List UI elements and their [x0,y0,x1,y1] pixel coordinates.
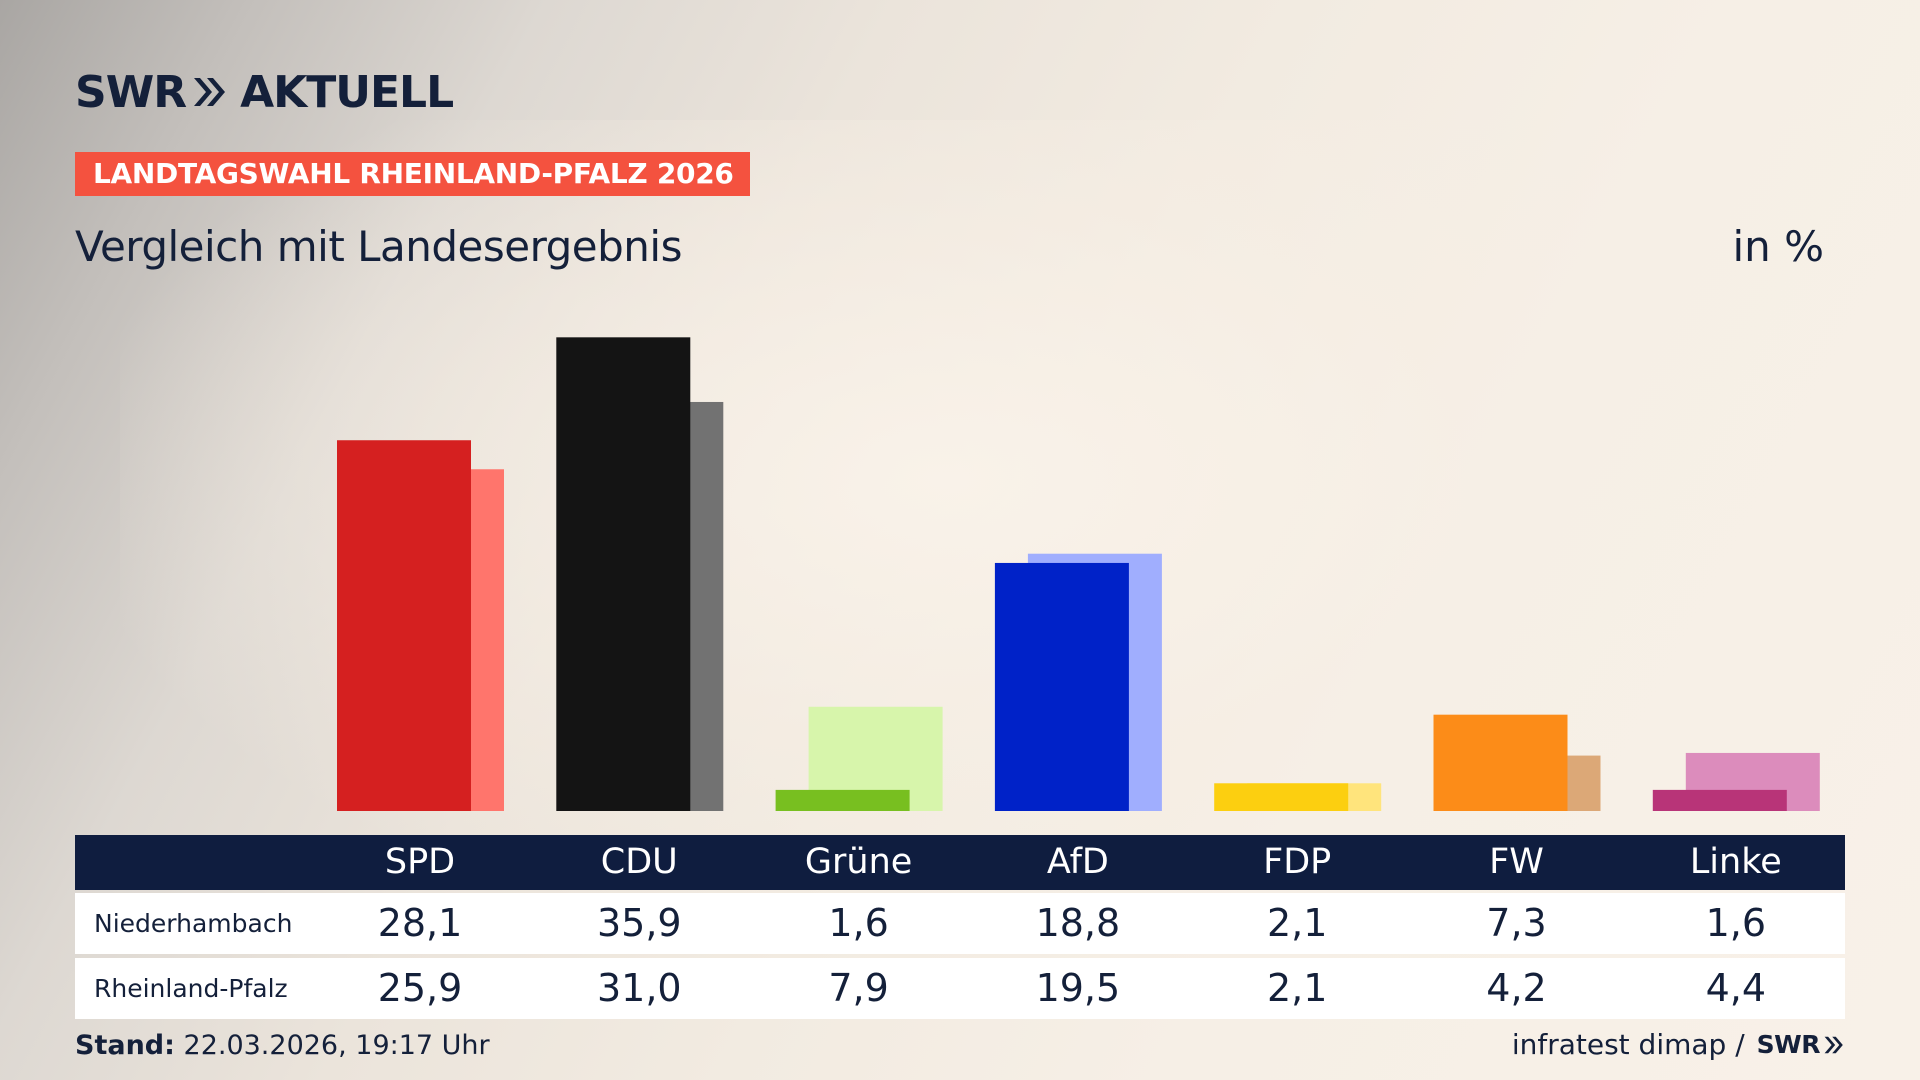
value-cell-rheinland-pfalz-afd: 19,5 [1035,966,1121,1010]
results-table: SPD CDU Grüne AfD FDP FW Linke Niederhambach 2… [75,835,1845,1019]
party-label-afd: AfD [1046,842,1109,882]
party-label-linke: Linke [1689,842,1782,882]
swr-aktuell-logo: SWR AKTUELL [75,64,454,120]
value-cell-rheinland-pfalz-cdu: 31,0 [596,966,682,1010]
value-cell-niederhambach-cdu: 35,9 [596,901,682,945]
value-cell-rheinland-pfalz-linke: 4,4 [1705,966,1767,1010]
party-label-fw: FW [1489,842,1544,882]
party-label-spd: SPD [384,842,456,882]
row-label-rheinland-pfalz: Rheinland-Pfalz [94,974,288,1003]
bar-niederhambach-spd [337,440,471,811]
row-label-niederhambach: Niederhambach [94,909,293,938]
swr-mini-logo-text: SWR [1756,1030,1821,1059]
party-label-cdu: CDU [600,842,678,882]
value-cell-rheinland-pfalz-fdp: 2,1 [1266,966,1328,1010]
bar-niederhambach-grüne [775,789,910,811]
value-cell-niederhambach-fw: 7,3 [1486,901,1547,945]
timestamp: Stand: 22.03.2026, 19:17 Uhr [75,1030,490,1061]
source-text: infratest dimap / [1511,1028,1745,1061]
table-row-niederhambach: Niederhambach 28,1 35,9 1,6 18,8 2,1 7,3 1,6 [75,893,1845,954]
value-cell-rheinland-pfalz-grüne: 7,9 [828,966,889,1010]
party-label-grüne: Grüne [804,842,913,882]
logo-text: SWR [75,66,187,118]
bar-niederhambach-linke [1652,789,1787,811]
election-badge: LANDTAGSWAHL RHEINLAND-PFALZ 2026 [75,152,750,196]
value-cell-niederhambach-fdp: 2,1 [1266,901,1328,945]
bar-niederhambach-fw [1433,714,1568,811]
swr-mini-logo: SWR [1757,1030,1845,1059]
value-cell-niederhambach-linke: 1,6 [1705,901,1767,945]
value-cell-niederhambach-grüne: 1,6 [828,901,889,945]
logo-suffix: AKTUELL [240,66,454,118]
value-cell-rheinland-pfalz-fw: 4,2 [1486,966,1547,1010]
value-cell-rheinland-pfalz-spd: 25,9 [377,966,463,1010]
bar-niederhambach-afd [994,562,1129,811]
source-credit: infratest dimap / SWR [1512,1028,1845,1061]
bar-niederhambach-fdp [1214,783,1349,811]
bar-niederhambach-cdu [556,337,691,811]
table-row-rheinland-pfalz: Rheinland-Pfalz 25,9 31,0 7,9 19,5 2,1 4,2 4,4 [75,958,1845,1019]
double-chevron-icon [1824,1036,1843,1053]
double-chevron-icon [192,75,228,109]
value-cell-niederhambach-afd: 18,8 [1035,901,1121,945]
table-header-row: SPD CDU Grüne AfD FDP FW Linke [75,835,1845,890]
unit-label: in % [1732,222,1824,271]
stand-label: Stand: [75,1030,175,1061]
chart-subtitle: Vergleich mit Landesergebnis [75,222,682,271]
stand-value: 22.03.2026, 19:17 Uhr [183,1030,490,1061]
party-label-fdp: FDP [1263,842,1332,882]
value-cell-niederhambach-spd: 28,1 [377,901,463,945]
